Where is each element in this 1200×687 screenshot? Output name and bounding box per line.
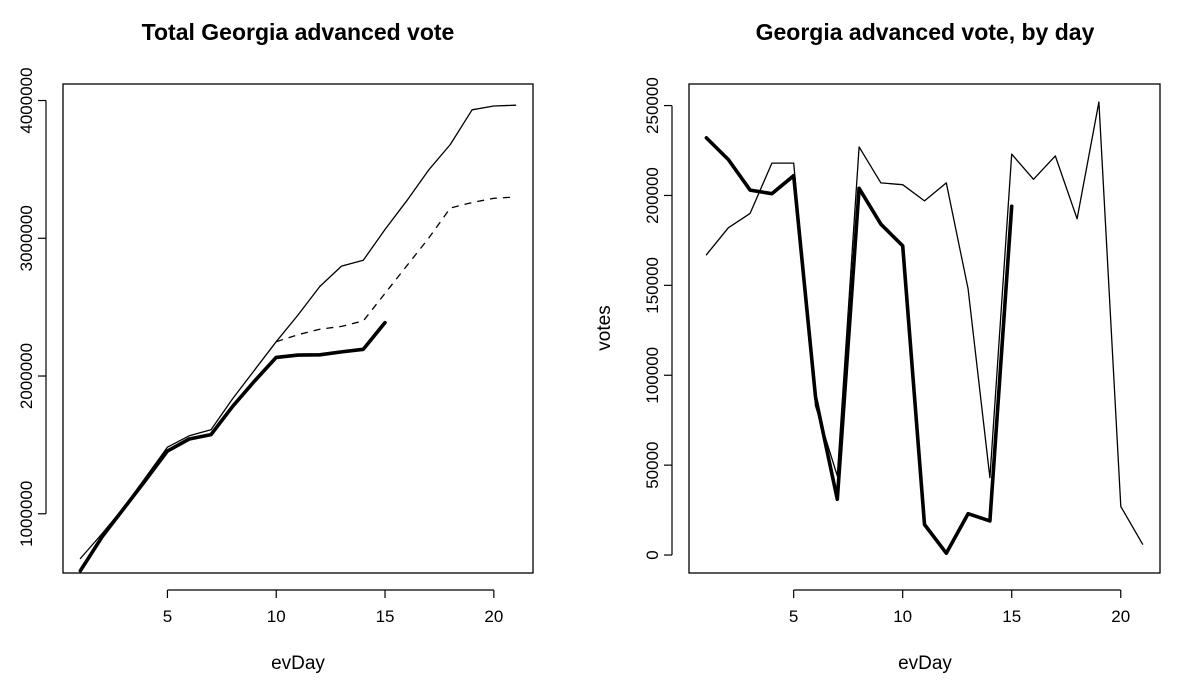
y-tick-label: 250000	[643, 77, 662, 134]
x-axis: 5 10 15 20	[163, 589, 503, 626]
series-line-thin-solid	[79, 104, 517, 560]
y-axis-label: votes	[594, 305, 615, 350]
y-axis: 0 50000 100000 150000 200000 250000	[643, 77, 673, 560]
x-tick-label: 5	[789, 607, 798, 626]
y-tick-label: 50000	[643, 441, 662, 488]
y-tick-label: 2000000	[17, 343, 36, 409]
chart-title: Georgia advanced vote, by day	[756, 19, 1095, 45]
x-tick-label: 10	[893, 607, 912, 626]
y-tick-label: 0	[643, 550, 662, 559]
plot-frame	[62, 83, 534, 574]
x-axis: 5 10 15 20	[789, 589, 1130, 626]
x-tick-label: 10	[267, 607, 286, 626]
x-axis-label: evDay	[898, 653, 952, 674]
series-line-thin-solid	[705, 101, 1144, 545]
series-layer	[704, 101, 1144, 556]
x-tick-label: 5	[163, 607, 172, 626]
series-layer	[78, 104, 517, 573]
cumulative-vote-chart: Total Georgia advanced vote 5 10 15 20 1000…	[17, 19, 534, 674]
daily-vote-chart: Georgia advanced vote, by day 5 10 15 20 0 5…	[594, 19, 1161, 674]
y-tick-label: 100000	[643, 347, 662, 404]
chart-title: Total Georgia advanced vote	[142, 19, 455, 45]
y-tick-label: 150000	[643, 257, 662, 314]
x-axis-label: evDay	[271, 653, 325, 674]
x-tick-label: 20	[484, 607, 503, 626]
y-axis: 1000000 2000000 3000000 4000000	[17, 67, 47, 547]
x-tick-label: 20	[1111, 607, 1130, 626]
y-tick-label: 200000	[643, 167, 662, 224]
series-line-thick-solid	[704, 136, 1014, 556]
y-tick-label: 3000000	[17, 205, 36, 271]
series-line-thick-solid	[78, 320, 387, 573]
x-tick-label: 15	[1002, 607, 1021, 626]
plot-frame	[688, 83, 1161, 574]
y-tick-label: 4000000	[17, 67, 36, 133]
x-tick-label: 15	[376, 607, 395, 626]
series-line-dashed	[276, 196, 516, 343]
y-tick-label: 1000000	[17, 481, 36, 547]
